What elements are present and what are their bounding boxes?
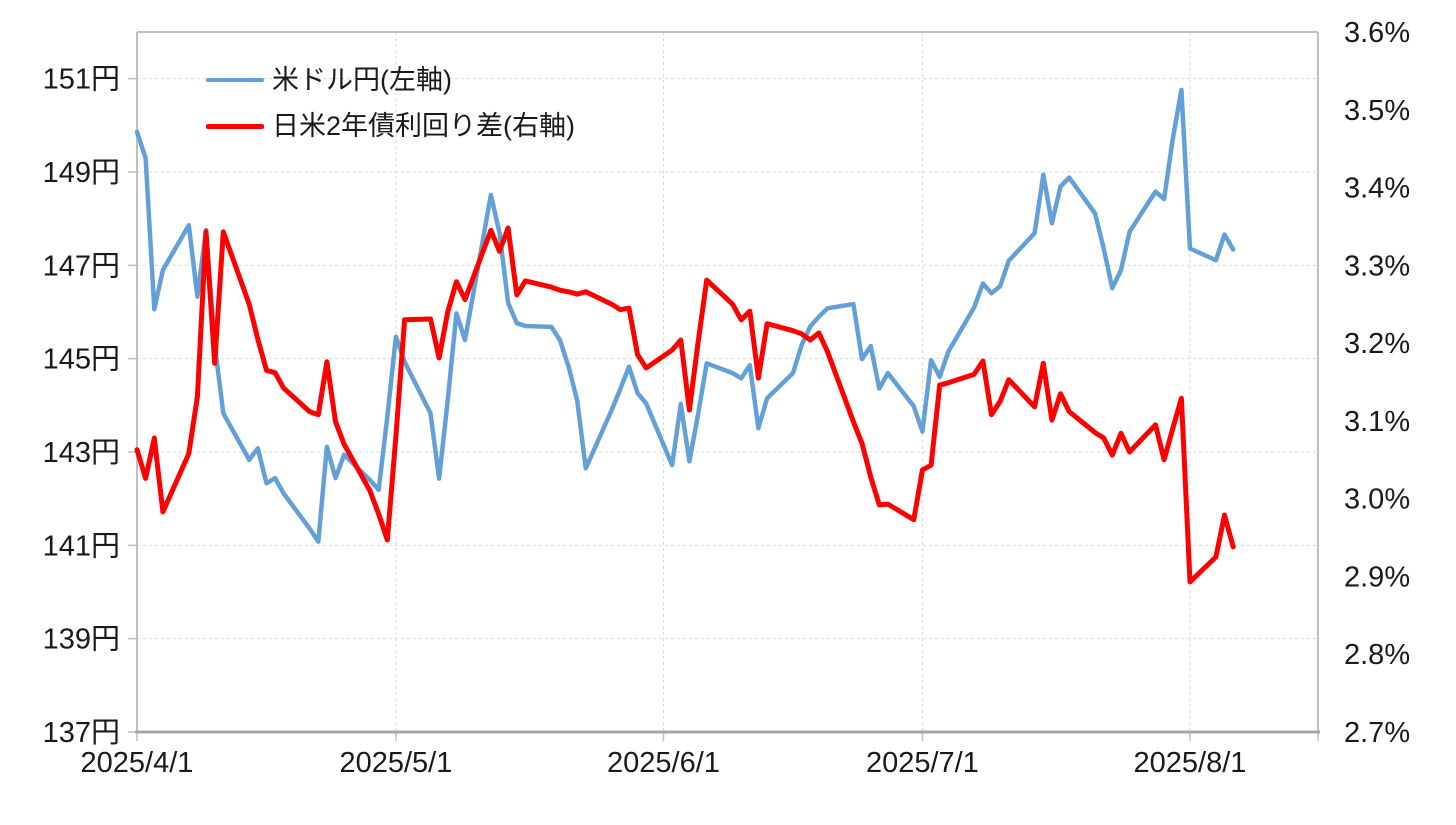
- legend: 米ドル円(左軸) 日米2年債利回り差(右軸): [206, 61, 575, 145]
- x-axis-tick-label: 2025/7/1: [866, 747, 979, 779]
- right-axis-tick-label: 3.2%: [1344, 328, 1410, 360]
- left-axis-tick-label: 149円: [43, 157, 120, 189]
- right-axis-tick-label: 3.5%: [1344, 95, 1410, 127]
- left-axis-tick-label: 143円: [43, 437, 120, 469]
- left-axis-tick-label: 151円: [43, 64, 120, 96]
- right-axis-tick-label: 2.8%: [1344, 639, 1410, 671]
- left-axis-tick-label: 137円: [43, 717, 120, 749]
- right-axis-tick-label: 3.6%: [1344, 17, 1410, 49]
- x-axis-tick-label: 2025/5/1: [339, 747, 452, 779]
- x-axis-tick-label: 2025/8/1: [1134, 747, 1247, 779]
- yield-spread-line-swatch: [206, 123, 264, 129]
- right-axis-tick-label: 2.7%: [1344, 717, 1410, 749]
- left-axis-tick-label: 145円: [43, 344, 120, 376]
- right-axis-tick-label: 3.3%: [1344, 250, 1410, 282]
- x-axis-tick-label: 2025/6/1: [607, 747, 720, 779]
- legend-label-yield-spread: 日米2年債利回り差(右軸): [272, 110, 575, 141]
- x-axis-tick-label: 2025/4/1: [81, 747, 194, 779]
- usdjpy-line-swatch: [206, 77, 264, 83]
- right-axis-tick-label: 2.9%: [1344, 561, 1410, 593]
- yield-spread-line: [134, 225, 1236, 585]
- usdjpy-line: [134, 87, 1236, 544]
- right-axis-tick-label: 3.0%: [1344, 484, 1410, 516]
- right-axis-tick-label: 3.1%: [1344, 406, 1410, 438]
- left-axis-tick-label: 141円: [43, 530, 120, 562]
- left-axis-tick-label: 139円: [43, 624, 120, 656]
- right-axis-tick-label: 3.4%: [1344, 173, 1410, 205]
- legend-item-yield-spread: 日米2年債利回り差(右軸): [206, 107, 575, 145]
- legend-label-usdjpy: 米ドル円(左軸): [272, 64, 452, 95]
- left-axis-tick-label: 147円: [43, 250, 120, 282]
- legend-item-usdjpy: 米ドル円(左軸): [206, 61, 575, 99]
